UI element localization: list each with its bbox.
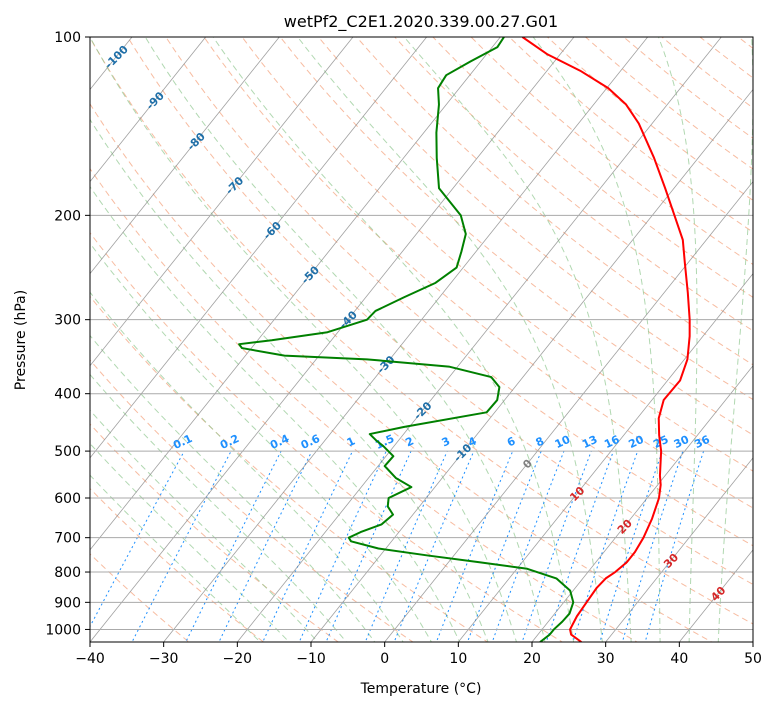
x-tick-label: −40	[75, 651, 105, 667]
y-tick-label: 900	[54, 595, 81, 611]
temperature-line	[521, 37, 691, 642]
x-tick-label: 0	[380, 651, 389, 667]
isotherm	[90, 37, 501, 551]
gridlines	[90, 37, 753, 642]
dry-adiabat	[90, 103, 713, 642]
mixing-ratio-label: 20	[627, 433, 647, 451]
dewpoint-line	[238, 37, 575, 642]
isotherm	[90, 37, 280, 275]
y-tick-label: 100	[54, 30, 81, 46]
moist-adiabat	[658, 37, 698, 642]
moist-adiabat	[212, 37, 575, 642]
isotherm	[605, 457, 753, 642]
y-tick-label: 500	[54, 444, 81, 460]
x-axis-label: Temperature (°C)	[360, 681, 482, 697]
mixing-ratio-label: 36	[692, 433, 712, 451]
moist-adiabat	[90, 37, 517, 642]
isotherm	[237, 37, 722, 642]
dry-adiabat	[90, 167, 639, 642]
isotherm	[90, 37, 206, 183]
moist-adiabat	[717, 37, 753, 642]
moist-adiabat	[90, 334, 376, 642]
x-tick-label: −10	[296, 651, 326, 667]
x-tick-label: 50	[744, 651, 762, 667]
x-tick-label: −30	[149, 651, 179, 667]
x-tick-label: 10	[449, 651, 467, 667]
isotherm	[163, 37, 648, 642]
y-tick-label: 1000	[45, 622, 81, 638]
dry-adiabat	[279, 37, 753, 436]
moist-adiabat	[297, 37, 603, 642]
y-tick-label: 700	[54, 531, 81, 547]
x-tick-label: 40	[670, 651, 688, 667]
isotherm	[90, 37, 354, 367]
dry-adiabat	[317, 37, 753, 401]
mixing-ratio-label: 16	[602, 433, 622, 451]
y-tick-label: 300	[54, 313, 81, 329]
dry-adiabat	[241, 37, 753, 472]
dry-adiabat	[90, 423, 340, 642]
x-tick-label: −20	[223, 651, 253, 667]
plot-frame	[89, 36, 754, 643]
isotherm	[90, 37, 427, 459]
dry-adiabat	[203, 37, 753, 509]
y-tick-label: 400	[54, 387, 81, 403]
isotherm	[90, 37, 575, 642]
y-axis-label: Pressure (hPa)	[13, 290, 29, 390]
dry-adiabat	[432, 37, 753, 298]
moist-adiabat	[90, 118, 489, 642]
dry-adiabat	[90, 231, 564, 642]
x-tick-label: 20	[523, 651, 541, 667]
dry-adiabat	[90, 359, 414, 642]
chart-title: wetPf2_C2E1.2020.339.00.27.G01	[284, 12, 558, 32]
x-axis: −40 −30 −20 −10 0 10 20 30 40 50	[75, 642, 762, 667]
mixing-ratio-label: 13	[580, 433, 599, 451]
mixing-ratio-label: 10	[553, 433, 573, 451]
sounding-series	[238, 37, 691, 642]
dry-adiabat	[90, 37, 753, 625]
isotherm	[384, 180, 753, 642]
y-tick-label: 600	[54, 491, 81, 507]
mixing-ratio-label: 30	[672, 433, 692, 451]
isotherm	[531, 365, 753, 642]
x-tick-label: 30	[597, 651, 615, 667]
isotherm	[310, 88, 753, 642]
y-tick-label: 200	[54, 208, 81, 224]
y-tick-label: 800	[54, 565, 81, 581]
isotherm	[458, 273, 753, 642]
y-axis: 100 200 300 400 500 600 700 800 900 1000	[45, 30, 90, 638]
